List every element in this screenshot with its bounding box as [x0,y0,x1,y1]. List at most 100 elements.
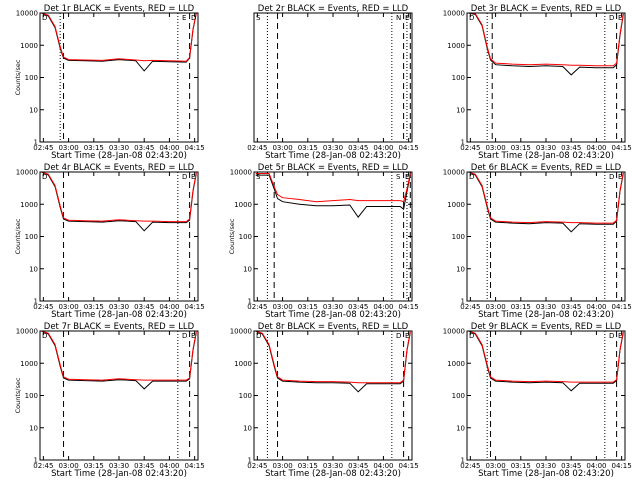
x-axis-label: Start Time (28-Jan-08 02:43:20) [265,469,401,479]
x-tick-label: 03:45 [561,462,581,470]
x-tick-label: 03:00 [272,462,292,470]
y-tick-label: 10 [29,424,38,432]
x-tick-label: 03:45 [561,144,581,152]
y-tick-label: 10000 [230,169,252,177]
chart-title: Det 9r BLACK = Events, RED = LLD [471,322,622,332]
corner-label-right: E [191,332,195,340]
events-series-line [255,174,411,218]
x-tick-label: 03:45 [561,303,581,311]
lld-series-line [41,172,197,223]
corner-label-left: D [469,332,474,340]
corner-label-right: E [405,332,409,340]
series-group [468,172,624,233]
lld-series-line [41,13,197,62]
y-tick-label: 1000 [20,42,38,50]
x-tick-label: 04:15 [612,462,632,470]
corner-label-right: E [618,14,622,22]
x-axis-label: Start Time (28-Jan-08 02:43:20) [478,469,614,479]
y-tick-label: 1000 [20,360,38,368]
chart-panel: Det 9r BLACK = Events, RED = LLD 02:45 03:… [443,322,632,479]
y-axis-label: Counts/sec [228,218,236,254]
corner-label-right: E [191,173,195,181]
x-tick-label: 03:00 [272,144,292,152]
plot-frame [466,12,626,143]
x-tick-label: 03:30 [536,303,556,311]
x-tick-label: 03:45 [348,303,368,311]
x-tick-label: 04:00 [373,303,393,311]
y-tick-label: 1 [461,457,465,465]
chart-title: Det 6r BLACK = Events, RED = LLD [471,163,622,173]
x-tick-label: 04:00 [586,303,606,311]
chart-title: Det 2r BLACK = Events, RED = LLD [258,4,409,14]
x-tick-label: 04:15 [612,144,632,152]
x-tick-label: 03:00 [485,462,505,470]
x-tick-label: 03:15 [511,303,531,311]
corner-label-left: D [469,14,474,22]
events-series-line [41,13,197,72]
corner-label-right: S [396,173,401,181]
y-tick-label: 1000 [447,360,465,368]
corner-label-right: E [182,14,186,22]
x-axis-label: Start Time (28-Jan-08 02:43:20) [265,310,401,320]
chart-panel: Det 5r BLACK = Events, RED = LLD 02:45 03:… [228,163,419,320]
x-tick-label: 04:15 [185,462,205,470]
y-tick-label: 1 [248,298,252,306]
y-tick-label: 1000 [447,42,465,50]
chart-title: Det 5r BLACK = Events, RED = LLD [258,163,409,173]
series-group [468,331,624,392]
plot-frame [253,171,413,302]
lld-series-line [255,331,411,384]
x-tick-label: 03:15 [511,144,531,152]
y-tick-label: 1000 [447,201,465,209]
x-tick-label: 03:00 [485,144,505,152]
y-tick-label: 1 [461,298,465,306]
x-tick-label: 02:45 [247,303,267,311]
corner-label-left: D [256,332,261,340]
x-tick-label: 03:30 [323,303,343,311]
lld-series-line [468,13,624,67]
y-tick-label: 10 [456,106,465,114]
corner-label-right: D [609,173,614,181]
y-tick-label: 100 [25,74,38,82]
x-tick-label: 03:15 [84,303,104,311]
x-tick-label: 04:00 [586,144,606,152]
x-tick-label: 03:15 [84,462,104,470]
y-tick-label: 10 [243,265,252,273]
y-tick-label: 100 [25,233,38,241]
corner-label-left: D [42,14,47,22]
y-tick-label: 1000 [234,201,252,209]
corner-label-left: D [42,332,47,340]
y-tick-label: 100 [239,233,252,241]
y-tick-label: 10 [456,424,465,432]
x-tick-label: 03:00 [58,462,78,470]
corner-label-right: D [182,173,187,181]
chart-panel: Det 4r BLACK = Events, RED = LLD 02:45 03:… [14,163,205,320]
x-tick-label: 02:45 [33,303,53,311]
y-tick-label: 100 [239,392,252,400]
x-tick-label: 04:00 [159,144,179,152]
x-tick-label: 04:00 [586,462,606,470]
chart-title: Det 4r BLACK = Events, RED = LLD [44,163,195,173]
chart-title: Det 7r BLACK = Events, RED = LLD [44,322,195,332]
series-group [255,173,411,218]
x-tick-label: 02:45 [33,144,53,152]
x-tick-label: 04:00 [159,303,179,311]
x-tick-label: 04:15 [399,144,419,152]
x-tick-label: 03:45 [348,144,368,152]
y-tick-label: 1000 [20,201,38,209]
y-tick-label: 100 [452,233,465,241]
x-axis-label: Start Time (28-Jan-08 02:43:20) [478,151,614,161]
x-tick-label: 03:00 [58,144,78,152]
y-tick-label: 10000 [16,10,38,18]
lld-series-line [468,172,624,224]
x-tick-label: 03:45 [134,144,154,152]
x-tick-label: 03:15 [84,144,104,152]
chart-title: Det 3r BLACK = Events, RED = LLD [471,4,622,14]
x-tick-label: 02:45 [33,462,53,470]
lld-series-line [468,331,624,383]
x-tick-label: 03:30 [323,462,343,470]
corner-label-left: D [469,173,474,181]
series-group [41,172,197,232]
x-tick-label: 03:00 [58,303,78,311]
y-tick-label: 1 [34,457,38,465]
